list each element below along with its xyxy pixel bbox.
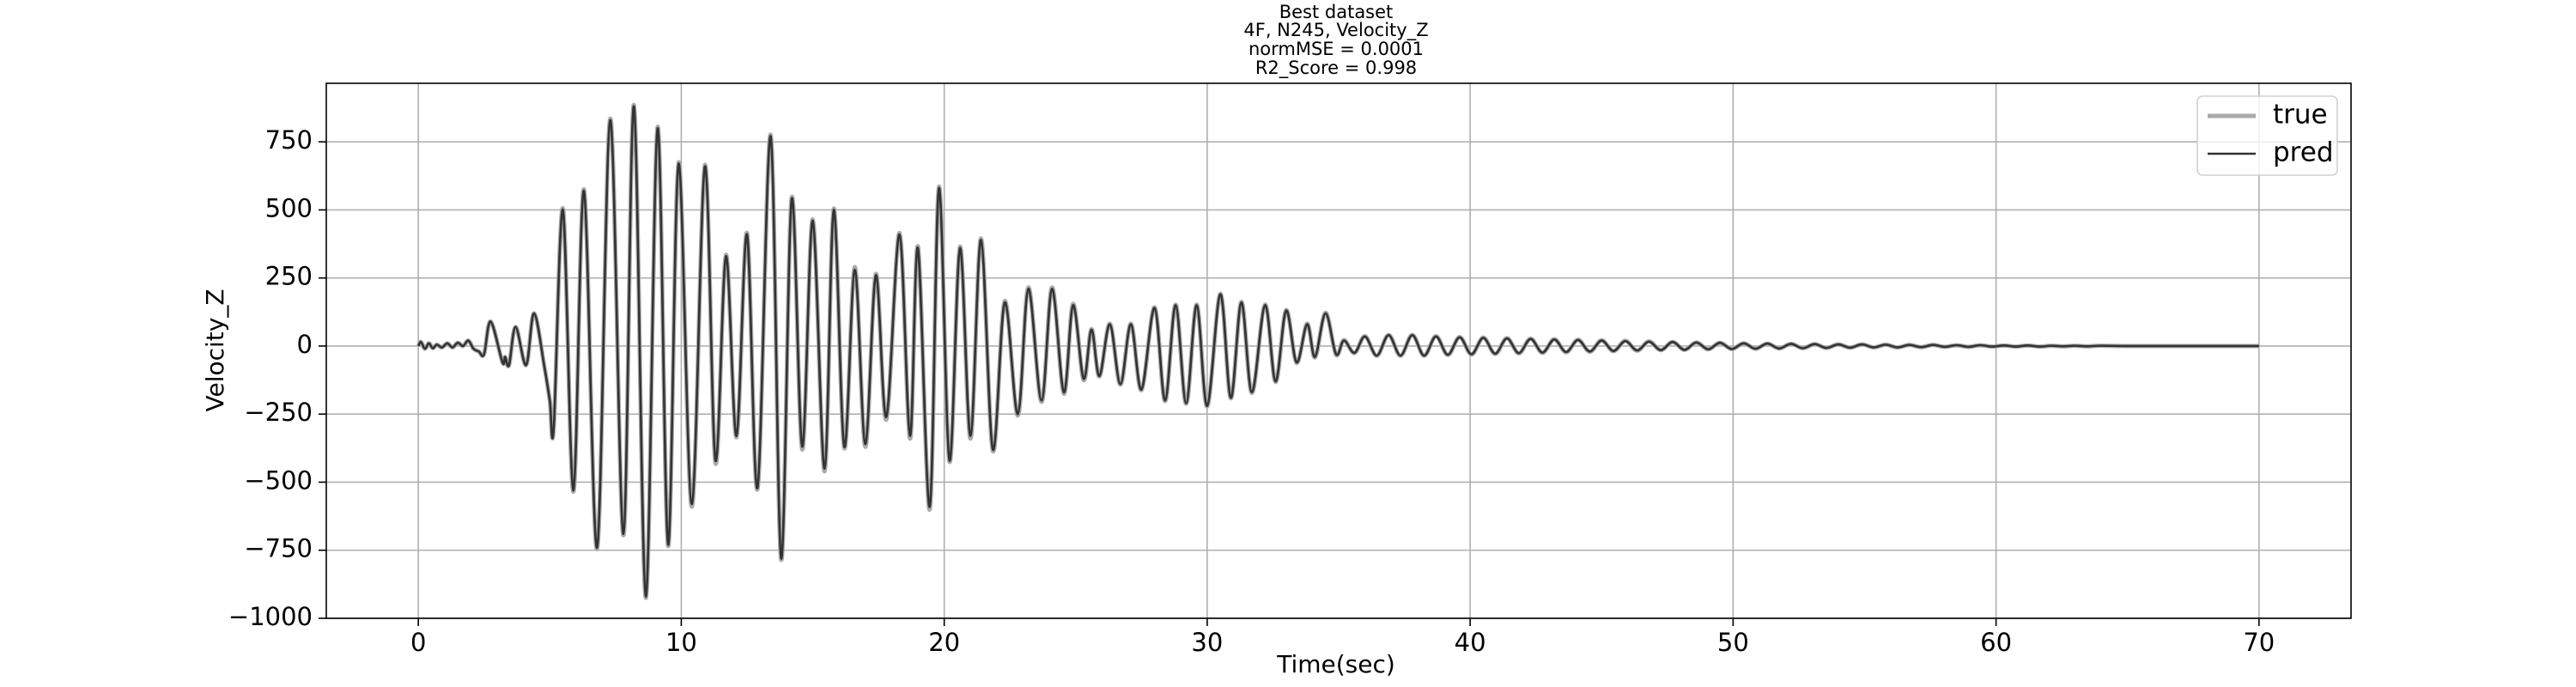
x-tick-label: 70 <box>2243 628 2275 657</box>
y-tick-label: −750 <box>244 534 313 563</box>
legend-label: true <box>2273 100 2328 131</box>
chart-subtitle: 4F, N245, Velocity_Z <box>1243 20 1428 41</box>
chart-subtitle: normMSE = 0.0001 <box>1249 39 1424 59</box>
x-tick-label: 20 <box>928 628 960 657</box>
chart-subtitle: R2_Score = 0.998 <box>1255 58 1417 79</box>
x-tick-label: 40 <box>1455 628 1486 657</box>
series-line <box>417 105 2259 598</box>
y-tick-label: 250 <box>265 262 313 291</box>
x-tick-label: 50 <box>1717 628 1749 657</box>
x-tick-label: 10 <box>665 628 697 657</box>
x-tick-label: 0 <box>410 628 426 657</box>
x-tick-label: 60 <box>1980 628 2012 657</box>
y-axis-label: Velocity_Z <box>201 289 229 411</box>
y-tick-label: 500 <box>265 193 313 222</box>
x-axis-label: Time(sec) <box>1276 650 1395 678</box>
y-tick-label: −1000 <box>228 602 313 631</box>
x-tick-label: 30 <box>1191 628 1223 657</box>
legend-label: pred <box>2273 137 2334 168</box>
chart-title: Best dataset <box>1279 2 1394 22</box>
y-tick-label: −250 <box>244 398 313 427</box>
y-tick-label: 750 <box>265 125 313 155</box>
y-tick-label: 0 <box>297 330 313 359</box>
y-tick-label: −500 <box>244 465 313 495</box>
plot-frame <box>325 82 2352 619</box>
